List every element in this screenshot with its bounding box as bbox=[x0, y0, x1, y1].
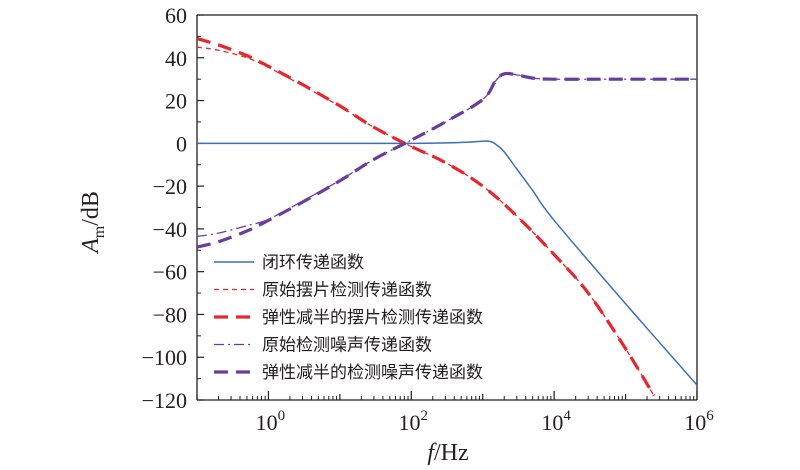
x-axis-title-unit: /Hz bbox=[434, 440, 469, 466]
legend-label-3: 原始检测噪声传递函数 bbox=[262, 336, 432, 356]
series-group bbox=[197, 36, 697, 397]
x-tick-base: 10 bbox=[256, 410, 278, 435]
x-tick-label: 104 bbox=[541, 408, 571, 435]
legend: 闭环传递函数原始摆片检测传递函数弹性减半的摆片检测传递函数原始检测噪声传递函数弹… bbox=[214, 253, 483, 383]
series-line-3 bbox=[197, 72, 697, 238]
y-tick-label: 0 bbox=[176, 131, 187, 156]
legend-label-1: 原始摆片检测传递函数 bbox=[262, 281, 432, 301]
x-tick-label: 106 bbox=[684, 408, 714, 435]
y-axis-title-unit: /dB bbox=[78, 191, 104, 226]
x-axis-title-var: f bbox=[427, 440, 437, 466]
x-tick-base: 10 bbox=[399, 410, 421, 435]
x-tick-exponent: 6 bbox=[706, 408, 714, 424]
legend-label-4: 弹性减半的检测噪声传递函数 bbox=[262, 363, 483, 383]
series-line-0 bbox=[197, 140, 697, 386]
y-axis-title-var: A bbox=[78, 238, 104, 255]
legend-label-0: 闭环传递函数 bbox=[262, 253, 364, 273]
y-axis-title: Am/dB bbox=[78, 191, 108, 255]
x-tick-base: 10 bbox=[684, 410, 706, 435]
y-tick-label: 40 bbox=[165, 46, 187, 71]
y-tick-label: −120 bbox=[142, 388, 187, 413]
x-axis-title: f/Hz bbox=[427, 440, 468, 466]
x-tick-exponent: 4 bbox=[563, 408, 571, 424]
x-tick-base: 10 bbox=[541, 410, 563, 435]
x-tick-exponent: 0 bbox=[278, 408, 286, 424]
series-line-2 bbox=[197, 36, 656, 397]
legend-label-2: 弹性减半的摆片检测传递函数 bbox=[262, 308, 483, 328]
x-tick-label: 102 bbox=[399, 408, 429, 435]
y-tick-label: −60 bbox=[153, 260, 187, 285]
y-tick-label: −40 bbox=[153, 217, 187, 242]
x-tick-label: 100 bbox=[256, 408, 286, 435]
series-line-4 bbox=[197, 71, 697, 249]
y-tick-label: 60 bbox=[165, 3, 187, 28]
y-tick-label: −100 bbox=[142, 345, 187, 370]
axis-titles: Am/dB f/Hz bbox=[78, 191, 469, 466]
y-tick-label: −80 bbox=[153, 302, 187, 327]
x-tick-exponent: 2 bbox=[421, 408, 429, 424]
y-tick-label: −20 bbox=[153, 174, 187, 199]
y-tick-label: 20 bbox=[165, 89, 187, 114]
y-axis-title-sub: m bbox=[91, 225, 108, 238]
